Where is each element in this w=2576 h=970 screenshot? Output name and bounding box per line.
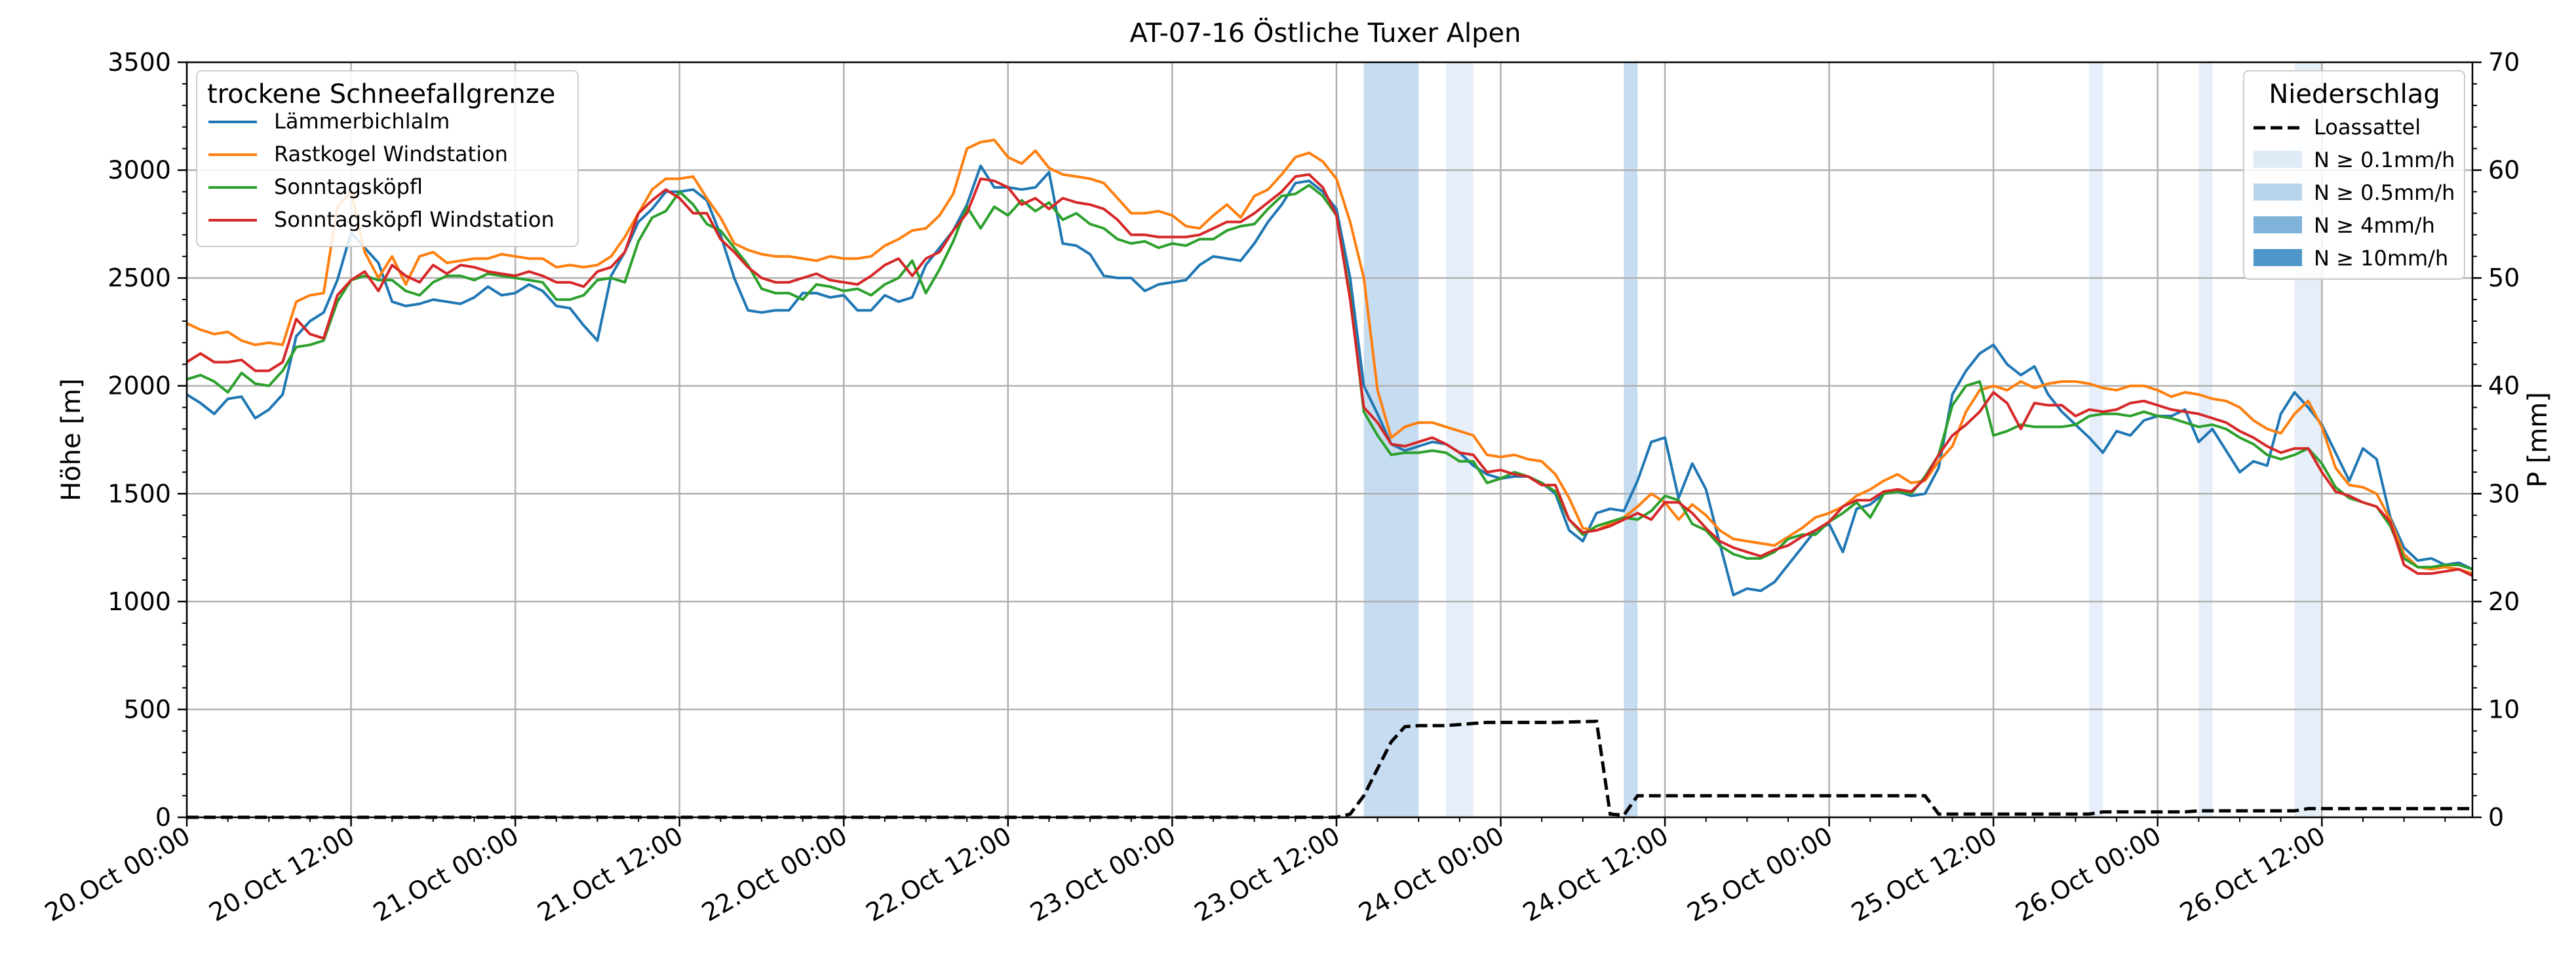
legend-right-label-1: N ≥ 0.1mm/h xyxy=(2314,147,2455,172)
precip-band-4 xyxy=(2198,62,2213,817)
precip-line-loassattel xyxy=(187,719,2472,819)
ytick-label-500: 500 xyxy=(123,695,171,724)
series-lines xyxy=(185,138,2473,596)
legend-right-label-4: N ≥ 10mm/h xyxy=(2314,246,2448,271)
y2tick-label-70: 70 xyxy=(2488,48,2520,77)
legend-label-0: Lämmerbichlalm xyxy=(274,109,450,134)
ytick-label-3000: 3000 xyxy=(107,156,171,185)
legend-precip-title: Niederschlag xyxy=(2269,79,2440,109)
ytick-label-3500: 3500 xyxy=(107,48,171,77)
legend-label-1: Rastkogel Windstation xyxy=(274,142,508,166)
precip-band-2 xyxy=(1624,62,1638,817)
y2tick-label-50: 50 xyxy=(2488,263,2520,292)
y2tick-label-20: 20 xyxy=(2488,587,2520,616)
y2tick-label-0: 0 xyxy=(2488,803,2504,832)
precip-band-3 xyxy=(2089,62,2103,817)
precip-bands xyxy=(1363,62,2322,817)
series-line-2 xyxy=(186,184,2473,571)
series-line-1 xyxy=(186,138,2473,575)
legend-stations-box xyxy=(196,70,579,247)
y2tick-label-60: 60 xyxy=(2488,156,2520,185)
legend-right-swatch-1 xyxy=(2254,151,2302,168)
legend-precip: Niederschlag Loassattel N ≥ 0.1mm/h N ≥ 0.… xyxy=(2243,70,2465,280)
legend-right-swatch-2 xyxy=(2254,184,2302,201)
precip-band-0 xyxy=(1363,62,1419,817)
precip-band-1 xyxy=(1445,62,1473,817)
legend-label-3: Sonntagsköpfl Windstation xyxy=(274,207,555,232)
legend-stations: trockene Schneefallgrenze Lämmerbichlalm… xyxy=(196,70,579,247)
legend-label-2: Sonntagsköpfl xyxy=(274,174,423,199)
y2tick-label-30: 30 xyxy=(2488,479,2520,508)
chart-title: AT-07-16 Östliche Tuxer Alpen xyxy=(1129,17,1521,48)
ytick-label-2000: 2000 xyxy=(107,372,171,400)
legend-right-swatch-4 xyxy=(2254,249,2302,266)
legend-stations-title: trockene Schneefallgrenze xyxy=(207,79,555,109)
y2tick-label-40: 40 xyxy=(2488,372,2520,400)
ytick-label-2500: 2500 xyxy=(107,263,171,292)
legend-right-swatch-3 xyxy=(2254,216,2302,233)
plot-frame xyxy=(185,61,2474,819)
legend-right-label-2: N ≥ 0.5mm/h xyxy=(2314,180,2455,205)
legend-right-label-3: N ≥ 4mm/h xyxy=(2314,213,2435,238)
ytick-label-1000: 1000 xyxy=(107,587,171,616)
precip-line xyxy=(187,719,2472,819)
y-axis-label: Höhe [m] xyxy=(56,378,87,501)
legend-right-label-0: Loassattel xyxy=(2314,115,2421,140)
y2-axis-label: P [mm] xyxy=(2523,392,2553,488)
series-line-3 xyxy=(185,173,2473,577)
ytick-label-0: 0 xyxy=(155,803,171,832)
ytick-label-1500: 1500 xyxy=(107,479,171,508)
y2tick-label-10: 10 xyxy=(2488,695,2520,724)
